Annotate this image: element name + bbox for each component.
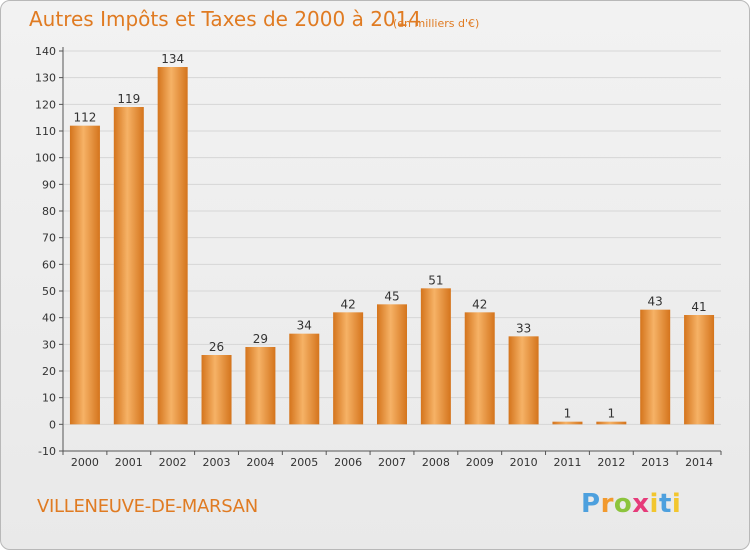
value-label-2001: 119 [117,92,140,106]
bar-2003 [201,355,232,425]
value-label-2007: 45 [384,289,399,303]
logo-letter: P [581,489,601,519]
chart-subtitle: (en milliers d'€) [393,17,480,30]
labels: -100102030405060708090100110120130140112… [35,45,713,469]
logo-letter: o [613,489,633,519]
y-tick-label: 140 [35,45,56,58]
commune-name: VILLENEUVE-DE-MARSAN [37,496,258,517]
y-tick-label: 30 [42,338,56,351]
y-tick-label: 70 [42,232,56,245]
value-label-2000: 112 [73,111,96,125]
x-tick-label-2011: 2011 [553,456,581,469]
y-tick-label: 50 [42,285,56,298]
bar-2012 [596,421,627,425]
bar-2011 [552,421,583,425]
value-label-2005: 34 [297,319,312,333]
y-tick-label: 0 [49,418,56,431]
chart-title: Autres Impôts et Taxes de 2000 à 2014 [29,7,422,31]
bar-2006 [333,312,364,425]
x-tick-label-2010: 2010 [510,456,538,469]
y-tick-label: 130 [35,72,56,85]
y-tick-label: 60 [42,258,56,271]
bar-2014 [684,315,715,425]
bar-2005 [289,333,320,425]
value-label-2003: 26 [209,340,224,354]
x-tick-label-2008: 2008 [422,456,450,469]
x-tick-label-2012: 2012 [597,456,625,469]
y-tick-label: -10 [38,445,56,458]
axes [59,47,722,455]
value-label-2009: 42 [472,297,487,311]
y-tick-label: 80 [42,205,56,218]
x-tick-label-2009: 2009 [466,456,494,469]
bars [69,67,715,425]
x-tick-label-2005: 2005 [290,456,318,469]
bar-2007 [377,304,407,425]
x-tick-label-2004: 2004 [246,456,274,469]
value-label-2004: 29 [253,332,268,346]
y-tick-label: 10 [42,392,56,405]
y-tick-label: 100 [35,152,56,165]
value-label-2014: 41 [691,300,706,314]
bar-2001 [113,107,144,425]
proxiti-logo[interactable]: Proxiti [581,489,681,519]
x-tick-label-2014: 2014 [685,456,713,469]
value-label-2008: 51 [428,273,443,287]
bar-2008 [420,288,451,425]
logo-letter: t [658,489,672,519]
value-label-2011: 1 [564,407,572,421]
y-tick-label: 120 [35,98,56,111]
y-tick-label: 90 [42,178,56,191]
value-label-2010: 33 [516,321,531,335]
x-tick-label-2001: 2001 [115,456,143,469]
bar-2009 [464,312,495,425]
bar-2000 [69,125,100,425]
bar-2010 [508,336,539,425]
logo-letter: i [649,489,659,519]
x-tick-label-2000: 2000 [71,456,99,469]
y-tick-label: 20 [42,365,56,378]
logo-letter: r [600,489,614,519]
bar-2002 [157,67,188,425]
x-tick-label-2007: 2007 [378,456,406,469]
bar-2004 [245,347,276,425]
y-tick-label: 110 [35,125,56,138]
logo-letter: x [632,489,650,519]
value-label-2002: 134 [161,52,184,66]
logo-letter: i [671,489,682,519]
x-tick-label-2006: 2006 [334,456,362,469]
bar-2013 [640,309,671,425]
value-label-2013: 43 [648,295,663,309]
x-tick-label-2002: 2002 [159,456,187,469]
x-tick-label-2013: 2013 [641,456,669,469]
value-label-2006: 42 [340,297,355,311]
y-tick-label: 40 [42,312,56,325]
x-tick-label-2003: 2003 [203,456,231,469]
value-label-2012: 1 [608,407,616,421]
